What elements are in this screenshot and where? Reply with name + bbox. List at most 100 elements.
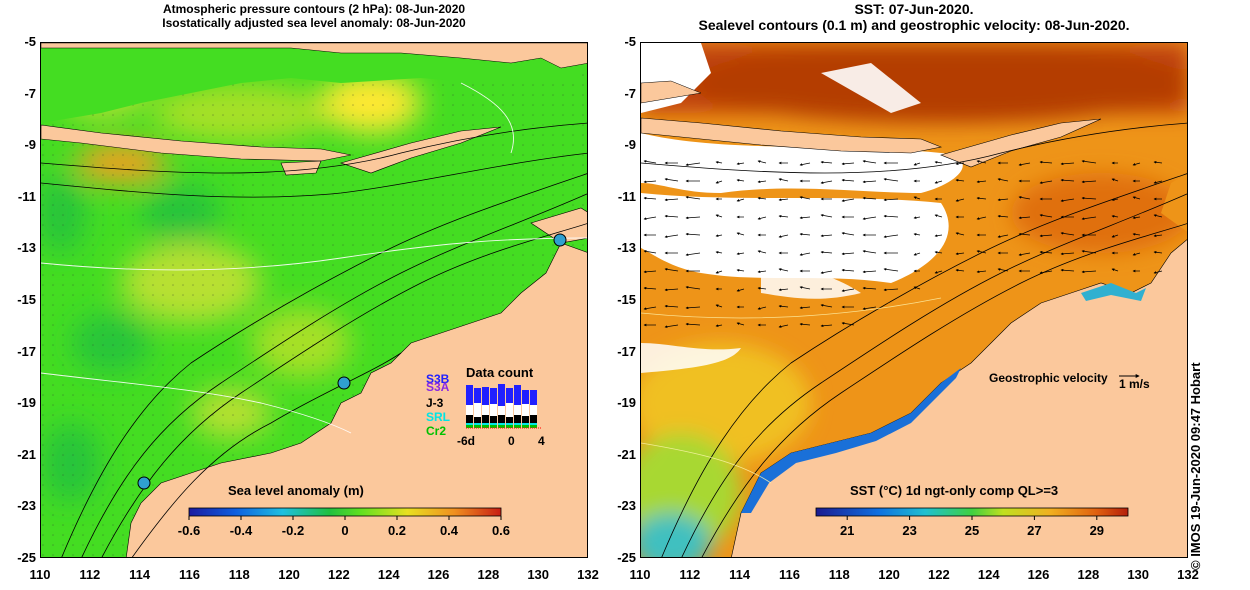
velocity-arrow	[757, 306, 767, 310]
sla-colorbar-tick-label: 0.4	[440, 523, 459, 538]
velocity-arrow	[1018, 232, 1031, 236]
velocity-arrow	[862, 270, 877, 274]
velocity-arrow	[955, 178, 965, 182]
data-count-bar-segment	[522, 390, 529, 404]
velocity-arrow	[736, 162, 745, 166]
data-count-bar-segment	[506, 417, 513, 423]
right-xtick: 128	[1077, 567, 1100, 582]
velocity-arrow	[1039, 180, 1053, 184]
sla-colorbar-tick-label: 0	[341, 523, 348, 538]
left-xtick: 112	[79, 567, 101, 582]
velocity-arrow	[799, 322, 811, 326]
right-ytick: -11	[617, 188, 636, 204]
velocity-arrow	[685, 306, 701, 310]
velocity-arrow	[862, 180, 877, 184]
left-panel-title: Atmospheric pressure contours (2 hPa): 0…	[40, 2, 588, 30]
sla-colorbar-tick-label: -0.6	[178, 523, 200, 538]
data-count-bar-segment	[506, 403, 513, 417]
velocity-arrow	[1153, 270, 1163, 274]
data-count-bar-segment	[490, 423, 497, 425]
velocity-arrow	[883, 177, 899, 182]
velocity-arrow	[1111, 234, 1119, 238]
sla-colorbar-tick-label: 0.2	[388, 523, 406, 538]
data-count-bar-segment	[530, 423, 537, 425]
left-xtick: 122	[328, 567, 350, 582]
data-count-bar-segment	[498, 423, 505, 425]
left-ytick: -21	[17, 446, 36, 462]
data-count-bar-segment	[514, 385, 521, 405]
velocity-arrow	[862, 249, 877, 254]
velocity-arrow	[841, 322, 855, 326]
left-title-line2: Isostatically adjusted sea level anomaly…	[162, 16, 466, 30]
velocity-arrow	[778, 324, 789, 328]
velocity-arrow	[1081, 180, 1097, 184]
velocity-arrow	[778, 268, 789, 272]
velocity-arrow	[1060, 231, 1075, 236]
velocity-arrow	[841, 198, 855, 202]
velocity-arrow	[685, 322, 701, 326]
velocity-arrow	[1132, 252, 1141, 256]
velocity-arrow	[778, 304, 789, 308]
velocity-arrow	[643, 286, 657, 290]
imos-credit: © IMOS 19-Jun-2020 09:47 Hobart	[1188, 362, 1203, 570]
velocity-arrow	[715, 234, 723, 237]
velocity-arrow	[955, 252, 965, 256]
velocity-arrow	[736, 268, 745, 272]
velocity-arrow	[820, 160, 833, 164]
data-count-bar-segment	[474, 403, 481, 417]
right-xtick: 110	[629, 567, 651, 582]
velocity-arrow	[664, 214, 679, 218]
right-xtick: 114	[729, 567, 751, 582]
velocity-arrow	[664, 267, 679, 272]
velocity-arrow	[841, 288, 855, 292]
velocity-arrow	[841, 178, 855, 182]
data-count-bar-segment	[522, 423, 529, 425]
data-count-bar-segment	[522, 425, 529, 428]
velocity-arrow	[934, 160, 943, 164]
sst-colorbar-tick-label: 21	[840, 523, 854, 538]
velocity-arrow	[715, 180, 723, 184]
left-ytick: -15	[17, 292, 36, 307]
data-count-bar-segment	[514, 425, 521, 428]
velocity-arrow	[1018, 196, 1031, 200]
data-count-bar-segment	[482, 387, 489, 405]
velocity-arrow	[715, 270, 723, 274]
left-ytick: -23	[17, 498, 36, 514]
velocity-arrow	[778, 178, 789, 182]
velocity-arrow	[997, 234, 1009, 238]
velocity-arrow	[778, 288, 789, 292]
sea-level-anomaly-map: Data count S3B S3A J-3 SRL Cr2 -6d 0 4	[40, 42, 588, 558]
velocity-arrow	[913, 233, 921, 236]
data-count-bar-segment	[490, 404, 497, 416]
left-xtick: 116	[178, 567, 200, 582]
velocity-arrow	[685, 216, 701, 220]
left-xtick: 132	[577, 567, 599, 582]
velocity-arrow	[1081, 216, 1097, 221]
right-ytick: -5	[624, 34, 636, 49]
velocity-arrow	[883, 198, 899, 202]
data-count-bar-segment	[506, 425, 513, 428]
sla-map-graphic: Data count S3B S3A J-3 SRL Cr2 -6d 0 4	[41, 43, 587, 557]
velocity-arrow	[1111, 215, 1119, 218]
velocity-arrow	[913, 286, 921, 290]
velocity-arrow	[664, 198, 679, 202]
left-ytick: -9	[24, 137, 36, 153]
velocity-arrow	[1081, 270, 1097, 274]
sla-colorbar-tick-label: 0.6	[492, 523, 510, 538]
velocity-arrow	[685, 195, 701, 200]
velocity-arrow	[664, 304, 679, 308]
velocity-arrow	[736, 322, 745, 326]
right-xtick: 126	[1027, 567, 1050, 582]
velocity-arrow	[913, 196, 921, 200]
velocity-arrow	[1153, 234, 1163, 238]
data-count-bar-segment	[522, 404, 529, 416]
right-ytick: -21	[617, 446, 636, 462]
velocity-arrow	[997, 178, 1009, 182]
left-xtick: 130	[527, 567, 550, 582]
velocity-arrow	[820, 180, 833, 184]
velocity-arrow	[736, 198, 745, 202]
velocity-arrow	[955, 198, 965, 202]
left-ytick: -13	[17, 240, 36, 256]
velocity-arrow	[778, 214, 789, 218]
data-count-bar-segment	[530, 390, 537, 405]
